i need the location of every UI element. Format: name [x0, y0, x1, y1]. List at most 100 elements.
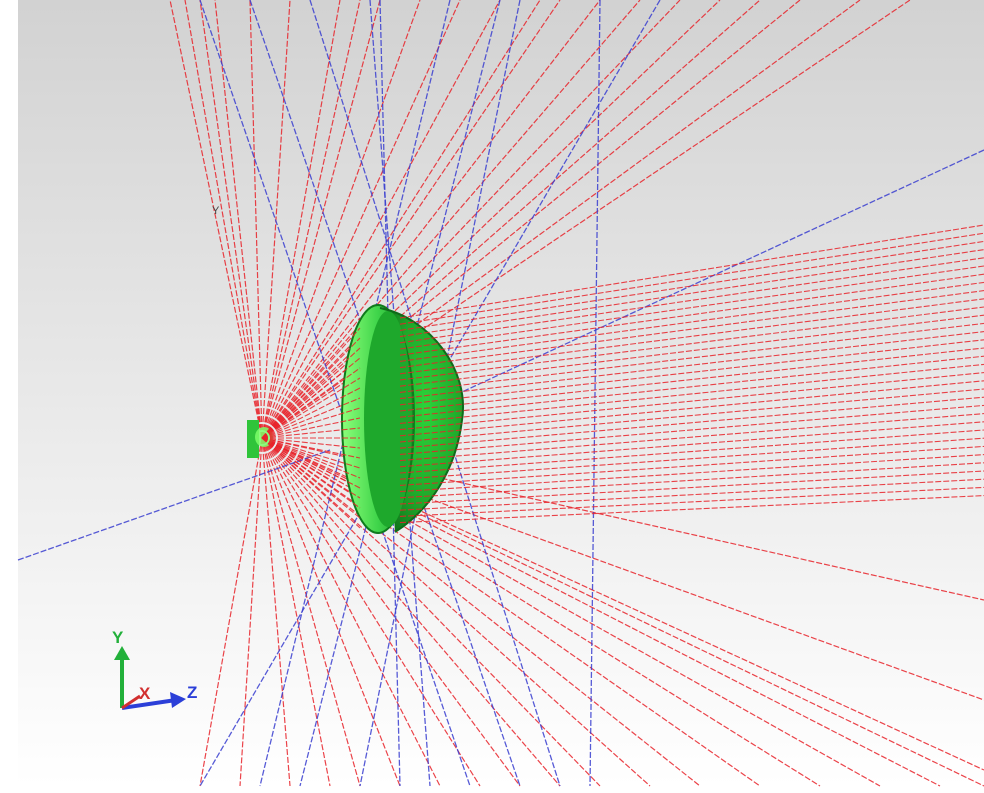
ray: [261, 0, 341, 439]
ray: [261, 0, 421, 439]
ray: [261, 407, 361, 439]
ray: [249, 0, 263, 439]
ray: [261, 437, 401, 787]
ray: [214, 0, 263, 439]
ray: [261, 437, 361, 787]
ray: [169, 0, 263, 439]
ray: [399, 298, 984, 375]
ray: [261, 327, 361, 439]
orientation-triad: Y X Z: [112, 628, 197, 710]
ray: [399, 339, 984, 406]
ray: [399, 462, 984, 499]
ray: [399, 265, 984, 350]
ray: [261, 437, 701, 787]
ray: [399, 257, 984, 344]
triad-y-label: Y: [112, 628, 124, 647]
ray: [261, 337, 361, 439]
ray: [399, 396, 984, 449]
ray: [261, 437, 361, 489]
ray: [261, 417, 361, 439]
ray: [261, 437, 361, 509]
ray: [261, 427, 361, 439]
ray: [399, 347, 984, 412]
ray: [399, 413, 984, 462]
ray: [261, 437, 361, 499]
ray: [261, 0, 541, 439]
ray: [261, 387, 361, 439]
ray: [399, 281, 984, 362]
ray: [399, 224, 984, 319]
ray: [261, 377, 361, 439]
ray: [199, 0, 471, 787]
ray: [261, 0, 601, 439]
ray: [261, 437, 361, 519]
ray: [399, 478, 984, 511]
ray: [261, 317, 361, 439]
ray: [261, 0, 561, 439]
ray: [261, 0, 381, 439]
ray: [399, 363, 984, 424]
y-axis-tiny-label: Y: [212, 205, 220, 217]
ray: [399, 314, 984, 387]
ray: [399, 454, 984, 493]
ray: [399, 355, 984, 418]
ray: [399, 421, 984, 468]
ray: [261, 437, 441, 787]
ray: [239, 437, 263, 787]
triad-x-label: X: [139, 684, 151, 703]
ray: [399, 486, 984, 517]
ray: [399, 290, 984, 369]
ray: [261, 437, 481, 787]
triad-z-label: Z: [187, 683, 197, 702]
ray: [261, 0, 681, 439]
ray: [261, 437, 361, 479]
ray: [399, 249, 984, 338]
ray: [399, 437, 984, 480]
ray: [261, 437, 361, 449]
ray: [399, 388, 984, 443]
ray: [399, 372, 984, 431]
ray: [399, 232, 984, 325]
ray: [199, 437, 263, 787]
ray: [399, 273, 984, 356]
ray: [17, 449, 331, 561]
ray: [399, 404, 984, 455]
ray: [261, 437, 331, 787]
ray: [399, 306, 984, 381]
rays-through-lens: [261, 224, 984, 529]
ray: [399, 470, 984, 505]
ray: [261, 437, 361, 529]
ray: [261, 437, 291, 787]
ray: [399, 331, 984, 400]
ray: [261, 0, 501, 439]
ray: [399, 240, 984, 331]
ray: [261, 0, 461, 439]
ray: [399, 380, 984, 437]
ray: [261, 0, 721, 439]
ray: [399, 429, 984, 474]
ray: [261, 0, 361, 439]
ray: [261, 347, 361, 439]
ray: [261, 357, 361, 439]
ray: [589, 0, 601, 787]
ray: [261, 437, 601, 787]
ray: [261, 397, 361, 439]
ray: [261, 437, 941, 787]
ray: [249, 0, 521, 787]
ray: [261, 437, 761, 787]
ray: [261, 367, 361, 439]
ray: [399, 445, 984, 486]
ray: [199, 0, 263, 439]
viewport-background: [18, 0, 984, 786]
ray: [184, 0, 263, 439]
ray: [261, 0, 761, 439]
ray: [261, 437, 521, 787]
ray: [399, 495, 984, 524]
ray: [261, 437, 561, 787]
ray: [261, 437, 881, 787]
ray: [261, 437, 361, 459]
ray: [261, 437, 651, 787]
ray: [399, 322, 984, 393]
